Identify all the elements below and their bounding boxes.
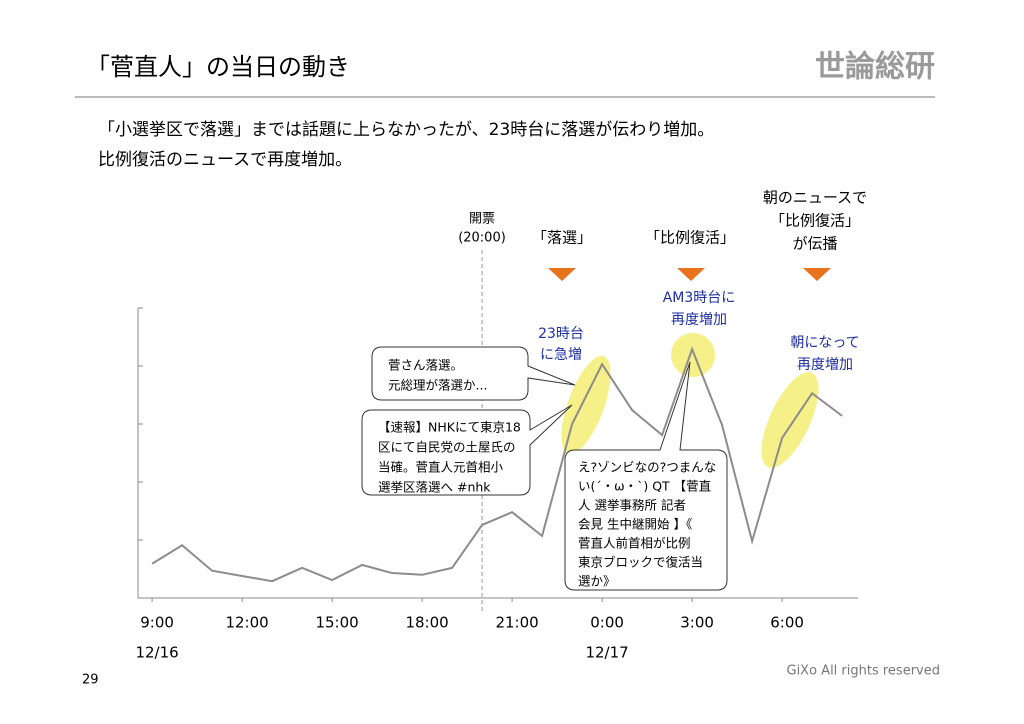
bubble-text: 東京ブロックで復活当 <box>578 555 703 570</box>
bubble-text: 菅さん落選。 <box>388 358 463 373</box>
highlight <box>671 333 715 377</box>
date-label: 12/16 <box>135 644 178 662</box>
bubble-text: 菅直人前首相が比例 <box>578 536 691 551</box>
event-label: 「比例復活」 <box>645 229 735 247</box>
bubble <box>564 361 728 591</box>
bubble-text: 会見 生中継開始 】《 <box>578 517 693 532</box>
event-marker <box>803 268 831 281</box>
subtitle: 比例復活のニュースで再度増加。 <box>98 150 352 170</box>
x-tick-label: 18:00 <box>405 614 448 632</box>
x-tick-label: 21:00 <box>495 614 538 632</box>
event-label: (20:00) <box>458 231 506 246</box>
x-tick-label: 3:00 <box>680 614 714 632</box>
highlight-label: に急増 <box>540 347 582 363</box>
highlight <box>561 355 611 455</box>
title: 「菅直人」の当日の動き <box>86 53 350 81</box>
subtitle: 「小選挙区で落選」までは話題に上らなかったが、23時台に落選が伝わり増加。 <box>98 120 714 140</box>
x-tick-label: 9:00 <box>140 614 174 632</box>
event-marker <box>548 268 576 281</box>
event-marker <box>677 268 705 281</box>
bubble-text: 当確。菅直人元首相小 <box>378 460 504 475</box>
page-number: 29 <box>82 673 99 688</box>
event-label: 「比例復活」 <box>770 212 860 230</box>
copyright: GiXo All rights reserved <box>787 664 941 679</box>
bubble-text: 人 選挙事務所 記者 <box>578 498 686 513</box>
bubble-text: 元総理が落選か... <box>388 378 487 393</box>
bubble-text: え?ゾンビなの?つまんな <box>578 460 716 475</box>
date-label: 12/17 <box>585 644 628 662</box>
highlight-label: 再度増加 <box>797 357 853 373</box>
line <box>151 346 843 583</box>
bubble-text: 区にて自民党の土屋氏の <box>378 440 516 455</box>
bubble-text: 【速報】NHKにて東京18 <box>378 420 521 435</box>
highlight-label: 朝になって <box>790 335 859 351</box>
event-label: 「落選」 <box>532 229 592 247</box>
highlight-label: 23時台 <box>538 326 584 342</box>
x-tick-label: 6:00 <box>770 614 804 632</box>
bubble-text: 選挙区落選へ #nhk <box>378 480 491 495</box>
plot: 9:00 12:00 15:00 18:00 21:00 0:00 3:00 6:00 12/1… <box>135 250 858 662</box>
highlight-label: AM3時台に <box>663 290 736 306</box>
event-label: 朝のニュースで <box>763 189 867 207</box>
bubble-text: 選か》 <box>578 574 616 589</box>
bubble <box>361 404 573 496</box>
event-label: が伝播 <box>792 235 837 253</box>
logo: 世論総研 <box>815 50 935 85</box>
x-tick-label: 15:00 <box>315 614 358 632</box>
event-label: 開票 <box>469 212 495 227</box>
highlight-label: 再度増加 <box>671 312 727 328</box>
highlight <box>761 372 819 468</box>
x-tick-label: 0:00 <box>590 614 624 632</box>
bubble <box>371 346 576 401</box>
bubble-text: い(´・ω・`) QT 【菅直 <box>578 479 711 494</box>
x-tick-label: 12:00 <box>225 614 268 632</box>
